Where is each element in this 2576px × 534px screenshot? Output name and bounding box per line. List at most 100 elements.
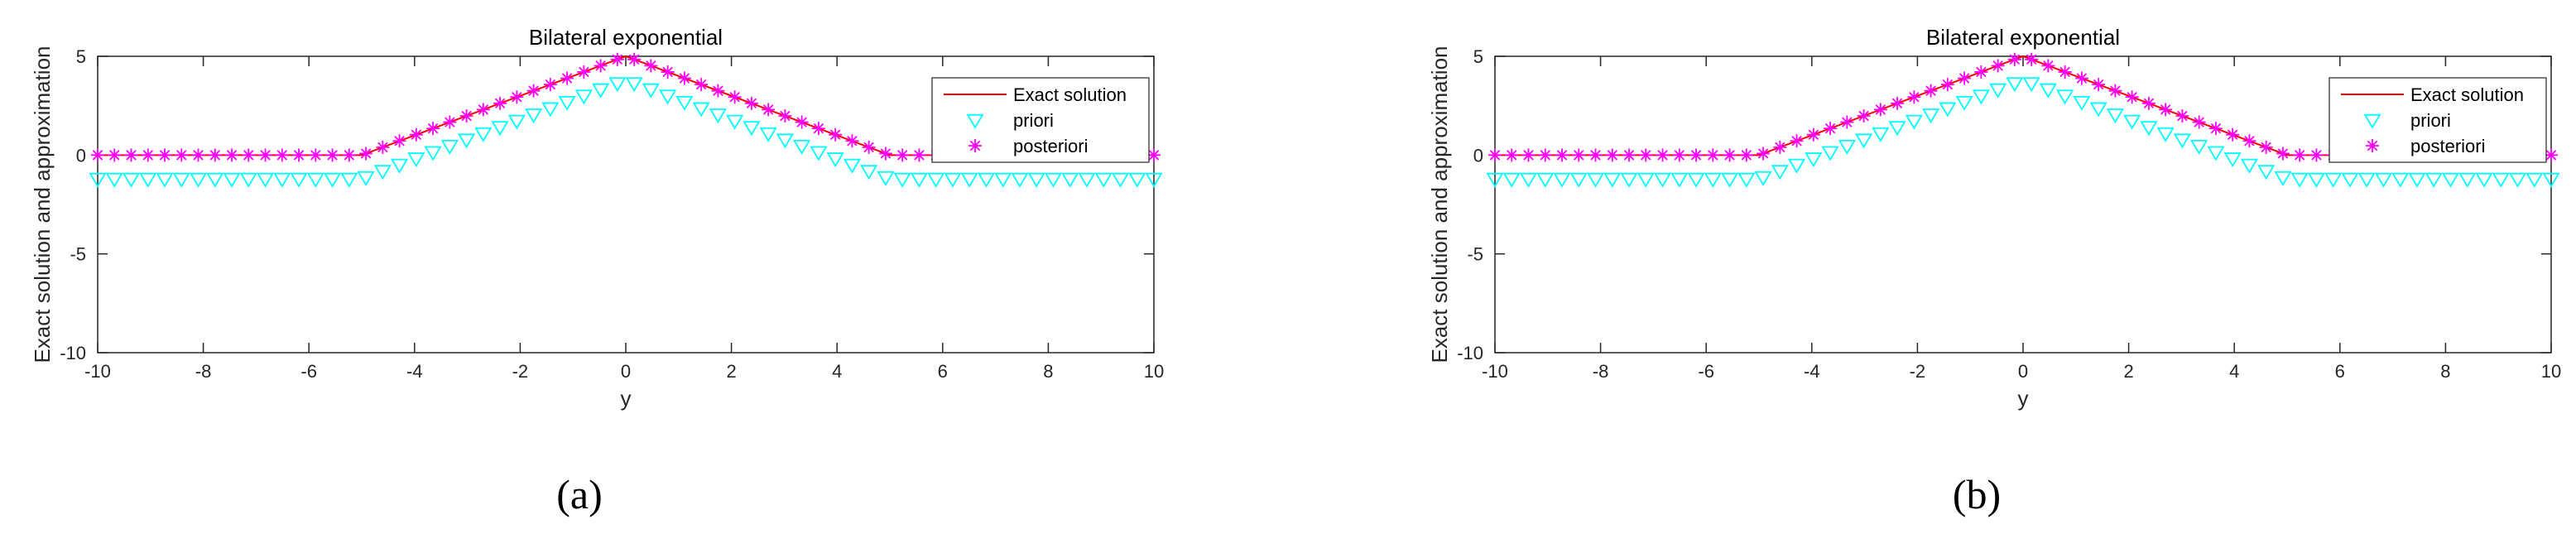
data-point <box>677 71 691 85</box>
data-point <box>1905 114 1923 130</box>
y-tick-label: 0 <box>1473 145 1483 166</box>
data-point <box>1011 172 1029 188</box>
y-tick-label: -5 <box>70 244 86 265</box>
data-point <box>359 147 373 161</box>
x-tick-label: -8 <box>1593 361 1609 382</box>
data-point <box>2408 172 2426 188</box>
data-point <box>306 172 324 188</box>
data-point <box>2141 96 2155 110</box>
data-point <box>325 148 339 162</box>
data-point <box>407 152 425 168</box>
data-point <box>1872 127 1890 142</box>
data-point <box>762 103 776 117</box>
data-point <box>1907 90 1921 104</box>
x-tick-label: 4 <box>832 361 842 382</box>
legend-label: Exact solution <box>1013 84 1127 105</box>
data-point <box>443 115 457 129</box>
data-point <box>2324 172 2343 188</box>
data-point <box>610 52 624 66</box>
data-point <box>829 127 843 142</box>
data-point <box>2508 172 2527 188</box>
data-point <box>1972 89 1990 105</box>
data-point <box>877 171 895 186</box>
x-tick-label: -2 <box>1910 361 1926 382</box>
data-point <box>625 77 643 93</box>
x-axis-label: y <box>621 386 632 411</box>
data-point <box>776 133 794 149</box>
data-point <box>2391 172 2410 188</box>
data-point <box>458 133 476 149</box>
data-point <box>357 171 375 186</box>
legend: Exact solution priori posteriori <box>2328 77 2547 163</box>
data-point <box>223 172 241 188</box>
data-point <box>2274 171 2292 186</box>
data-point <box>1538 148 1552 162</box>
data-point <box>1737 172 1756 188</box>
data-point <box>2192 115 2206 129</box>
data-point <box>2007 52 2021 66</box>
x-tick-label: 0 <box>621 361 631 382</box>
data-point <box>1891 96 1905 110</box>
data-point <box>1824 122 1838 136</box>
data-point <box>141 148 155 162</box>
data-point <box>1553 172 1571 188</box>
data-point <box>426 122 440 136</box>
data-point <box>1787 158 1806 174</box>
data-point <box>2545 148 2558 162</box>
data-point <box>2207 146 2225 161</box>
data-point <box>1586 172 1605 188</box>
y-tick-label: -10 <box>1457 343 1483 363</box>
data-point <box>778 108 792 123</box>
data-point <box>440 139 459 155</box>
data-point <box>1027 172 1045 188</box>
y-tick-label: 5 <box>76 46 86 67</box>
data-point <box>1639 148 1653 162</box>
data-point <box>2259 140 2273 154</box>
y-tick-label: 5 <box>1473 46 1483 67</box>
data-point <box>577 65 591 79</box>
legend-box <box>931 77 1150 163</box>
data-point <box>256 172 275 188</box>
y-tick-label: -10 <box>60 343 86 363</box>
data-point <box>2123 114 2141 130</box>
data-point <box>2475 172 2493 188</box>
data-point <box>373 165 392 180</box>
data-point <box>1572 148 1586 162</box>
data-point <box>2125 90 2139 104</box>
data-point <box>2374 172 2393 188</box>
data-point <box>525 108 543 124</box>
x-tick-label: -8 <box>195 361 212 382</box>
data-point <box>1536 172 1555 188</box>
data-point <box>1922 108 1940 124</box>
data-point <box>526 84 541 98</box>
y-axis-label: Exact solution and approximation <box>1427 46 1452 363</box>
data-point <box>392 134 406 148</box>
data-point <box>491 121 509 137</box>
data-point <box>659 89 677 105</box>
data-point <box>1840 115 1854 129</box>
data-point <box>810 146 828 161</box>
data-point <box>1689 148 1704 162</box>
data-point <box>1757 147 1771 161</box>
data-point <box>510 90 524 104</box>
data-point <box>711 84 725 98</box>
data-point <box>292 148 306 162</box>
data-point <box>644 59 658 73</box>
figure-caption: (a) <box>556 471 603 517</box>
data-point <box>1940 78 1954 92</box>
x-tick-label: 6 <box>2335 361 2345 382</box>
data-point <box>1706 148 1720 162</box>
data-point <box>1790 134 1804 148</box>
data-point <box>896 148 910 162</box>
data-point <box>2106 108 2124 124</box>
data-point <box>2526 172 2544 188</box>
data-point <box>2242 134 2256 148</box>
data-point <box>1974 65 1988 79</box>
series-priori <box>89 77 1163 188</box>
data-point <box>105 172 123 188</box>
data-point <box>2140 121 2158 137</box>
data-point <box>208 148 222 162</box>
data-point <box>1989 83 2007 99</box>
data-point <box>592 83 610 99</box>
data-point <box>1806 127 1820 142</box>
